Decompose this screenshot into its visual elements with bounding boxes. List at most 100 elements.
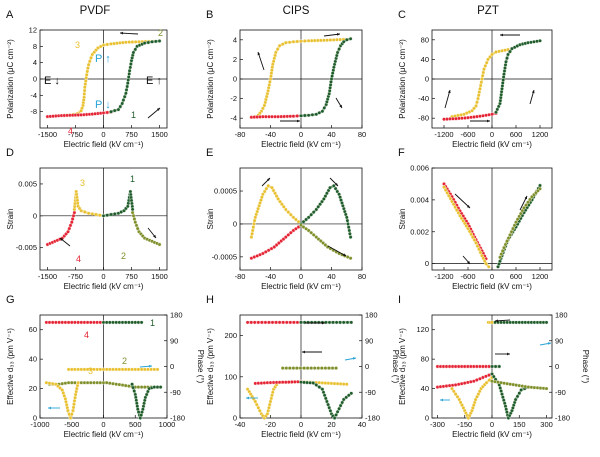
data-point [57, 320, 61, 325]
branch-number: 4 [84, 330, 89, 340]
x-tick-label: -40 [235, 420, 246, 429]
y-tick-label: 4 [33, 58, 37, 67]
data-point [133, 320, 138, 325]
data-point [503, 404, 508, 409]
data-point [73, 320, 77, 325]
data-point [451, 389, 456, 394]
x-tick-label: 1200 [532, 272, 549, 281]
data-point [453, 364, 458, 369]
field-down-label: E ↓ [44, 75, 60, 87]
y-tick-label: -8 [30, 107, 37, 116]
sweep-arrow-head [495, 319, 498, 323]
data-point [128, 65, 133, 70]
y2-tick-label: -180 [365, 414, 380, 423]
data-point [508, 49, 512, 54]
data-point [136, 367, 141, 372]
data-point [111, 367, 115, 372]
data-point [314, 112, 319, 117]
data-point [509, 229, 514, 234]
data-point [316, 320, 321, 325]
data-point [338, 37, 343, 42]
data-point [120, 383, 125, 387]
data-point [511, 382, 516, 387]
data-point [123, 367, 128, 372]
data-point [270, 390, 275, 395]
data-point [68, 223, 73, 228]
data-point [252, 222, 256, 226]
data-point [346, 222, 350, 226]
data-point [92, 380, 96, 385]
data-point [71, 405, 76, 410]
x-axis-label: Electric field (kV cm⁻¹) [64, 282, 144, 291]
data-point [529, 40, 533, 45]
data-point [136, 320, 141, 325]
x-tick-label: 0 [299, 272, 303, 281]
y-tick-label: -2 [230, 94, 237, 103]
data-point [127, 40, 132, 44]
data-point [503, 48, 507, 53]
data-point [317, 110, 322, 115]
y-tick-label: 0.004 [410, 195, 429, 204]
data-point [480, 77, 484, 81]
data-point [331, 68, 336, 73]
data-point [468, 379, 473, 384]
data-point [264, 114, 268, 119]
data-point [105, 213, 110, 218]
series-0 [68, 39, 154, 117]
series-1 [72, 189, 106, 218]
x-tick-label: 600 [510, 130, 523, 139]
data-point [269, 396, 274, 401]
data-point [500, 48, 504, 53]
sweep-arrow-head [487, 119, 490, 123]
data-point [105, 110, 110, 115]
data-point [250, 231, 254, 236]
y2-tick-label: 180 [365, 311, 378, 320]
data-point [66, 367, 71, 372]
data-point [445, 191, 450, 195]
data-point [283, 207, 288, 212]
data-point [344, 215, 349, 220]
data-point [466, 226, 470, 231]
data-point [324, 320, 328, 325]
data-point [299, 113, 303, 118]
data-point [311, 381, 316, 385]
sweep-arrow [119, 32, 139, 35]
data-point [500, 392, 504, 396]
y-tick-label: 40 [29, 355, 37, 364]
data-point [270, 114, 274, 119]
y-tick-label: 40 [421, 55, 429, 64]
sweep-arrow-head [337, 33, 340, 36]
y2-tick-label: 0 [170, 362, 174, 371]
data-point [484, 261, 488, 266]
sweep-arrow-head [267, 178, 270, 181]
data-point [538, 186, 542, 191]
data-point [519, 388, 523, 392]
data-point [132, 217, 137, 221]
data-point [127, 384, 131, 388]
data-point [112, 212, 117, 216]
data-point [287, 366, 292, 370]
series-2 [280, 366, 338, 370]
data-point [329, 381, 334, 386]
series-5 [130, 382, 163, 420]
data-point [47, 381, 52, 386]
y-tick-label: 8 [33, 42, 37, 51]
data-point [131, 385, 135, 390]
y-tick-label: 0 [233, 75, 237, 84]
sweep-arrow-head [302, 350, 305, 354]
data-point [497, 364, 502, 369]
series-2 [299, 36, 353, 118]
data-point [286, 210, 291, 214]
data-point [505, 381, 510, 386]
x-tick-label: -80 [235, 130, 246, 139]
data-point [472, 106, 476, 111]
data-point [450, 386, 454, 391]
branch-number: 2 [158, 28, 163, 38]
data-point [306, 215, 311, 220]
data-point [326, 381, 331, 386]
data-point [142, 401, 146, 406]
data-point [112, 108, 117, 113]
data-point [295, 39, 300, 44]
data-point [508, 233, 512, 237]
